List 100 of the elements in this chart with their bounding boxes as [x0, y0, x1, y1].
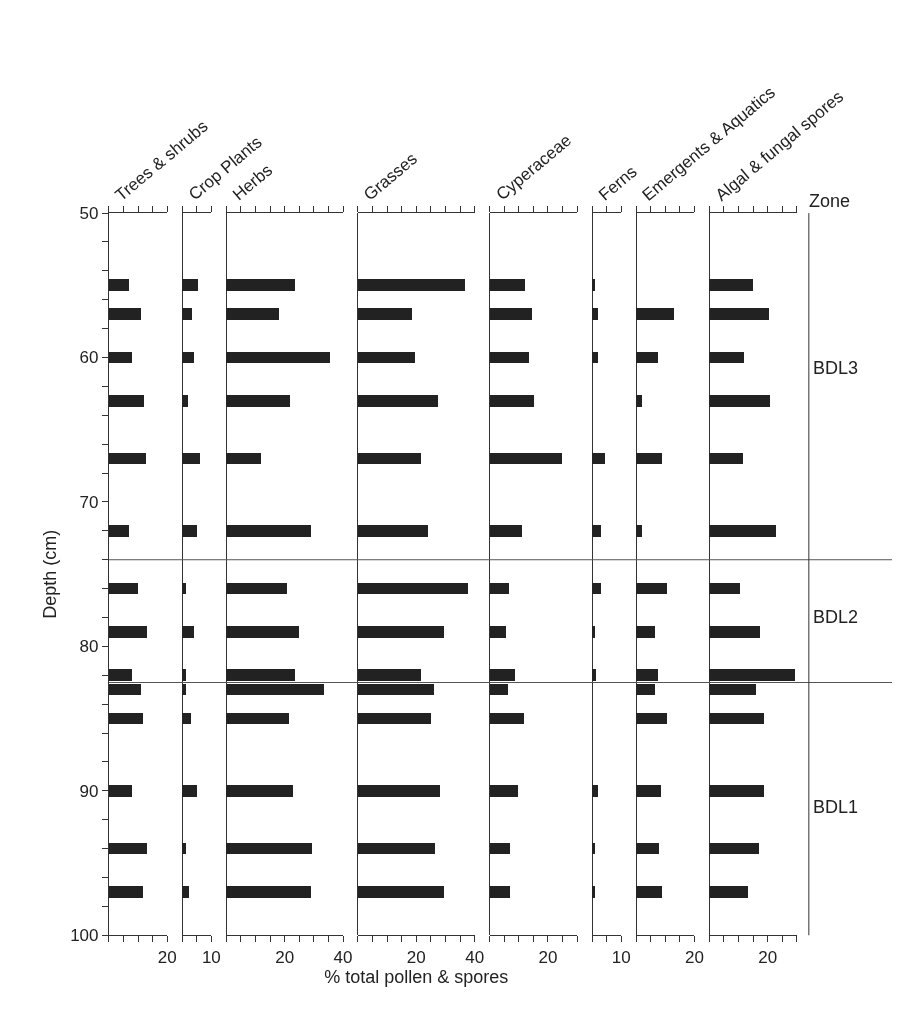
- bar: [636, 453, 663, 465]
- bar: [226, 352, 331, 364]
- bar: [709, 395, 771, 408]
- bar: [182, 525, 198, 538]
- bar: [489, 713, 524, 725]
- bar: [108, 525, 129, 538]
- bar: [108, 395, 144, 408]
- bar: [709, 843, 760, 855]
- bar: [489, 626, 506, 639]
- bar: [108, 583, 138, 595]
- bar: [636, 684, 656, 696]
- bar: [489, 669, 515, 682]
- bar: [357, 843, 435, 855]
- bar: [182, 308, 193, 321]
- text: BDL3: [813, 358, 859, 378]
- bar: [108, 352, 132, 364]
- bar: [636, 713, 668, 725]
- bar: [182, 453, 201, 465]
- bar: [592, 453, 606, 465]
- y-tick-label: 60: [79, 348, 99, 368]
- x-tick-label: 20: [685, 947, 704, 967]
- bar: [636, 669, 659, 682]
- bar: [357, 453, 421, 465]
- bar: [357, 525, 428, 538]
- bar: [357, 395, 438, 408]
- bar: [357, 785, 440, 798]
- y-tick-label: 80: [79, 637, 99, 657]
- bar: [108, 886, 143, 899]
- bar: [636, 785, 662, 798]
- bar: [108, 843, 147, 855]
- text: BDL1: [813, 797, 859, 817]
- y-tick-label: 100: [70, 926, 99, 946]
- bar: [357, 684, 434, 696]
- bar: [108, 669, 132, 682]
- x-tick-label: 40: [465, 947, 485, 967]
- bar: [108, 785, 132, 798]
- bar: [489, 279, 525, 292]
- x-tick-label: 20: [406, 947, 426, 967]
- bar: [489, 684, 508, 696]
- bar: [182, 352, 195, 364]
- bar: [226, 583, 288, 595]
- bar: [108, 626, 147, 639]
- text: Zone: [809, 191, 851, 211]
- bar: [108, 453, 146, 465]
- bar: [108, 279, 129, 292]
- bar: [357, 583, 468, 595]
- bar: [489, 785, 518, 798]
- bar: [226, 308, 280, 321]
- bar: [489, 843, 510, 855]
- x-tick-label: 40: [333, 947, 353, 967]
- bar: [489, 886, 510, 899]
- bar: [357, 713, 431, 725]
- y-axis-title: Depth (cm): [40, 529, 61, 619]
- bar: [226, 395, 291, 408]
- bar: [709, 308, 770, 321]
- x-tick-label: 10: [611, 947, 631, 967]
- bar: [489, 453, 562, 465]
- x-axis-title: % total pollen & spores: [324, 966, 509, 987]
- x-tick-label: 20: [157, 947, 177, 967]
- bar: [709, 279, 754, 292]
- bar: [709, 886, 749, 899]
- text: BDL2: [813, 607, 859, 627]
- bar: [489, 583, 509, 595]
- bar: [709, 525, 777, 538]
- bar: [709, 352, 745, 364]
- bar: [357, 669, 421, 682]
- bar: [489, 525, 522, 538]
- bar: [226, 669, 296, 682]
- bar: [226, 525, 312, 538]
- bar: [709, 626, 761, 639]
- y-tick-label: 50: [79, 204, 99, 224]
- bar: [226, 626, 300, 639]
- bar: [709, 684, 757, 696]
- bar: [226, 843, 313, 855]
- x-tick-label: 20: [275, 947, 295, 967]
- x-tick-label: 10: [201, 947, 221, 967]
- bar: [226, 279, 296, 292]
- bar: [489, 352, 529, 364]
- bar: [357, 279, 465, 292]
- bar: [357, 352, 415, 364]
- bar: [357, 308, 412, 321]
- bar: [709, 785, 765, 798]
- bar: [226, 785, 294, 798]
- bar: [357, 626, 444, 639]
- bar: [636, 886, 663, 899]
- bar: [709, 669, 796, 682]
- bar: [709, 453, 744, 465]
- bar: [226, 713, 290, 725]
- bar: [636, 308, 675, 321]
- bar: [108, 713, 143, 725]
- bar: [182, 785, 198, 798]
- y-tick-label: 70: [79, 492, 99, 512]
- y-tick-label: 90: [79, 781, 99, 801]
- bar: [636, 843, 660, 855]
- bar: [489, 395, 534, 408]
- bar: [226, 453, 262, 465]
- bar: [226, 684, 325, 696]
- bar: [357, 886, 444, 899]
- bar: [489, 308, 532, 321]
- x-tick-label: 20: [538, 947, 558, 967]
